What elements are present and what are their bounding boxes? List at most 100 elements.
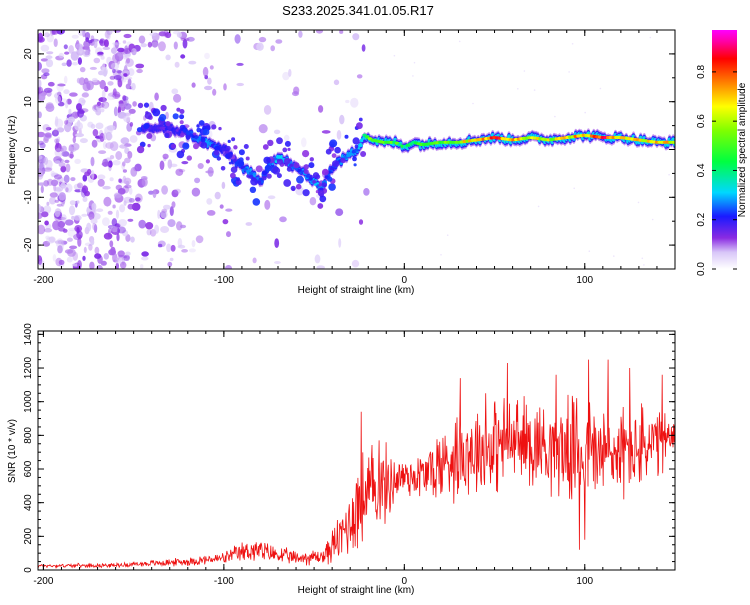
- x-tick-label: 100: [576, 275, 593, 286]
- noise-blob: [112, 204, 116, 209]
- noise-blob: [223, 83, 227, 91]
- noise-blob: [82, 196, 88, 202]
- ridge-scatter: [205, 159, 210, 164]
- noise-point: [412, 75, 414, 77]
- noise-blob: [38, 32, 44, 42]
- noise-blob: [82, 30, 86, 38]
- noise-blob: [45, 55, 53, 60]
- noise-blob: [167, 261, 173, 267]
- noise-point: [588, 250, 591, 252]
- noise-blob: [106, 30, 111, 40]
- noise-blob: [107, 94, 116, 101]
- noise-blob: [62, 240, 68, 245]
- ridge-scatter: [331, 153, 337, 159]
- noise-blob: [173, 93, 182, 103]
- noise-blob: [77, 237, 82, 247]
- noise-blob: [109, 75, 116, 80]
- ridge-scatter: [144, 112, 152, 120]
- ridge-scatter: [152, 108, 161, 117]
- noise-blob: [51, 129, 59, 137]
- ridge-scatter: [312, 172, 320, 179]
- noise-blob: [131, 202, 141, 211]
- ridge-scatter: [179, 132, 185, 138]
- ridge-scatter: [308, 162, 315, 169]
- noise-blob: [58, 259, 65, 266]
- y-tick-label: 0: [23, 146, 34, 152]
- noise-blob: [140, 264, 144, 269]
- ridge-core: [243, 167, 248, 171]
- noise-blob: [82, 92, 89, 97]
- colorbar-label: Normalized spectral amplitude: [737, 82, 748, 217]
- noise-blob: [109, 240, 114, 248]
- ridge-scatter: [179, 114, 185, 120]
- noise-blob: [174, 61, 180, 68]
- noise-blob: [318, 105, 324, 113]
- noise-point: [517, 88, 519, 90]
- noise-blob: [44, 220, 49, 226]
- noise-blob: [167, 219, 176, 228]
- colorbar-tick-label: 0.2: [696, 212, 707, 226]
- noise-blob: [274, 238, 280, 249]
- noise-blob: [236, 62, 244, 66]
- noise-blob: [101, 89, 106, 99]
- ridge-scatter: [245, 156, 250, 161]
- noise-blob: [109, 141, 119, 152]
- noise-blob: [98, 97, 107, 103]
- noise-blob: [100, 55, 105, 60]
- noise-blob: [202, 66, 209, 77]
- ridge-core: [246, 169, 251, 173]
- noise-blob: [38, 92, 46, 102]
- noise-blob: [93, 224, 98, 233]
- noise-blob: [64, 120, 68, 125]
- ridge-scatter: [214, 145, 220, 152]
- noise-blob: [314, 254, 321, 264]
- noise-blob: [38, 255, 42, 260]
- noise-blob: [69, 200, 76, 206]
- noise-blob: [113, 75, 122, 80]
- ridge-scatter: [202, 128, 210, 136]
- noise-blob: [224, 265, 233, 269]
- noise-blob: [274, 261, 281, 264]
- noise-blob: [170, 244, 176, 252]
- noise-blob: [309, 197, 317, 206]
- noise-blob: [72, 251, 78, 261]
- ridge-scatter: [230, 166, 238, 173]
- noise-blob: [41, 68, 50, 74]
- noise-blob: [43, 32, 50, 38]
- ridge-scatter: [213, 150, 220, 156]
- noise-blob: [97, 51, 104, 55]
- noise-blob: [338, 238, 342, 248]
- noise-point: [472, 102, 474, 105]
- ridge-scatter: [267, 139, 274, 147]
- noise-blob: [205, 170, 214, 174]
- noise-blob: [169, 163, 178, 168]
- noise-blob: [43, 72, 50, 77]
- noise-blob: [74, 158, 81, 164]
- noise-blob: [234, 34, 241, 44]
- noise-blob: [140, 43, 147, 48]
- snr-series: [38, 359, 675, 569]
- noise-blob: [158, 31, 167, 37]
- noise-blob: [68, 146, 77, 153]
- ridge-scatter: [358, 117, 363, 122]
- noise-blob: [38, 182, 46, 186]
- noise-blob: [163, 204, 171, 210]
- noise-blob: [88, 214, 95, 218]
- noise-blob: [80, 187, 87, 198]
- noise-blob: [115, 151, 123, 160]
- noise-blob: [63, 44, 68, 50]
- noise-blob: [263, 105, 272, 115]
- noise-blob: [46, 51, 54, 55]
- noise-point: [533, 89, 536, 91]
- y-tick-label: 20: [23, 48, 34, 60]
- noise-blob: [90, 239, 95, 246]
- ridge-scatter: [143, 102, 150, 108]
- noise-blob: [117, 250, 125, 257]
- noise-blob: [245, 222, 253, 226]
- noise-blob: [124, 254, 130, 260]
- ridge-core: [308, 177, 313, 181]
- noise-point: [413, 61, 416, 64]
- ridge-scatter: [360, 151, 367, 157]
- ridge-scatter: [327, 176, 333, 182]
- noise-blob: [256, 42, 264, 51]
